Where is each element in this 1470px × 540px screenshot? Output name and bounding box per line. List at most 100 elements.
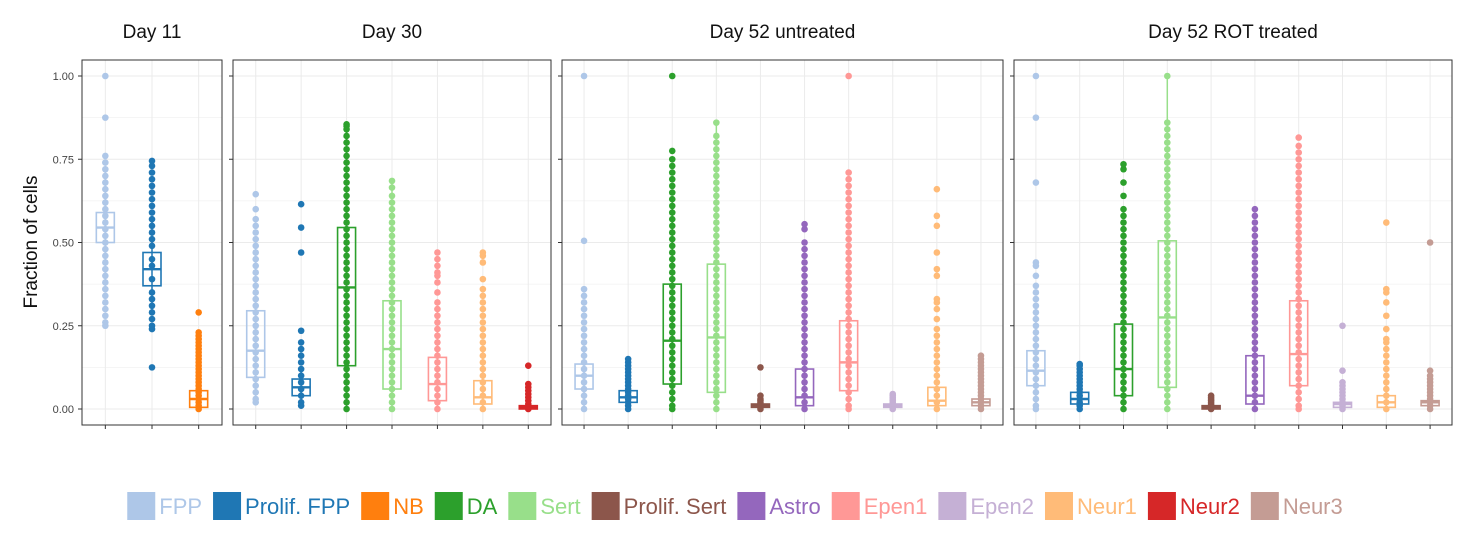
data-point xyxy=(801,352,808,360)
data-point xyxy=(1295,289,1302,296)
data-point xyxy=(102,252,109,260)
data-point xyxy=(1251,259,1259,266)
data-point xyxy=(713,365,720,373)
data-point xyxy=(1251,359,1259,366)
data-point xyxy=(713,399,720,406)
data-point xyxy=(713,225,720,233)
data-point xyxy=(388,184,396,191)
data-point xyxy=(801,225,808,233)
data-point xyxy=(343,165,350,173)
data-point xyxy=(845,269,852,276)
data-point xyxy=(434,332,441,340)
data-point xyxy=(343,252,350,260)
data-point xyxy=(845,195,852,203)
data-point xyxy=(479,385,487,393)
box-da xyxy=(662,72,683,413)
data-point xyxy=(845,349,852,356)
data-point xyxy=(343,352,350,360)
data-point xyxy=(668,189,676,196)
data-point xyxy=(343,132,350,140)
data-point xyxy=(845,302,852,310)
data-point xyxy=(343,385,350,393)
data-point xyxy=(845,369,852,376)
data-point xyxy=(252,190,260,198)
data-point xyxy=(1295,262,1302,270)
data-point xyxy=(252,382,260,389)
data-point xyxy=(252,249,260,256)
data-point xyxy=(713,179,720,186)
data-point xyxy=(434,345,441,353)
data-point xyxy=(801,220,808,228)
data-point xyxy=(713,359,720,366)
data-point xyxy=(1164,272,1171,280)
data-point xyxy=(1164,185,1171,193)
data-point xyxy=(102,185,109,193)
data-point xyxy=(479,405,487,413)
data-point xyxy=(1032,295,1040,303)
box-neur1 xyxy=(473,249,493,413)
data-point xyxy=(801,359,808,366)
data-point xyxy=(252,302,260,310)
data-point xyxy=(102,285,109,293)
data-point xyxy=(801,405,808,413)
facet-panels: Day 11 0.00 0.25 0.50 0.75 1.00 Day 30 Day 52 u… xyxy=(53,22,1453,429)
data-point xyxy=(713,252,720,260)
data-point xyxy=(580,332,588,340)
data-point xyxy=(845,235,852,243)
data-point xyxy=(1251,265,1259,273)
data-point xyxy=(933,339,941,346)
data-point xyxy=(1251,239,1259,246)
box-prolif_sert xyxy=(750,364,771,413)
data-point xyxy=(580,237,588,245)
data-point xyxy=(297,365,305,373)
data-point xyxy=(1295,202,1302,210)
legend-label: Neur3 xyxy=(1283,494,1343,519)
data-point xyxy=(1164,339,1171,346)
data-point xyxy=(102,172,109,180)
data-point xyxy=(1383,352,1390,360)
data-point xyxy=(801,272,808,280)
data-point xyxy=(668,342,676,350)
data-point xyxy=(388,332,396,340)
data-point xyxy=(713,139,720,146)
data-point xyxy=(148,229,156,236)
data-point xyxy=(343,219,350,226)
data-point xyxy=(102,199,109,206)
panel-title: Day 52 untreated xyxy=(710,22,856,43)
data-point xyxy=(343,239,350,246)
data-point xyxy=(434,319,441,326)
data-point xyxy=(343,299,350,306)
data-point xyxy=(801,285,808,293)
data-point xyxy=(580,399,588,406)
data-point xyxy=(668,255,676,263)
data-point xyxy=(845,262,852,270)
data-point xyxy=(297,249,305,256)
data-point xyxy=(388,212,396,220)
data-point xyxy=(148,242,156,250)
data-point xyxy=(1383,365,1390,373)
data-point xyxy=(1295,209,1302,216)
box-epen1 xyxy=(838,72,859,413)
data-point xyxy=(713,172,720,180)
data-point xyxy=(1251,272,1259,280)
data-point xyxy=(1032,375,1040,383)
data-point xyxy=(801,299,808,306)
data-point xyxy=(845,395,852,403)
data-point xyxy=(388,279,396,286)
data-point xyxy=(845,182,852,190)
box xyxy=(1026,349,1046,387)
data-point xyxy=(388,192,396,200)
data-point xyxy=(297,352,305,360)
data-point xyxy=(479,359,487,366)
data-point xyxy=(102,312,109,320)
data-point xyxy=(845,209,852,216)
data-point xyxy=(580,319,588,326)
legend-label: Neur2 xyxy=(1180,494,1240,519)
legend-label: Prolif. Sert xyxy=(624,494,727,519)
data-point xyxy=(434,325,441,333)
data-point xyxy=(1295,315,1302,323)
data-point xyxy=(1383,312,1390,320)
data-point xyxy=(388,199,396,206)
y-axis-title: Fraction of cells xyxy=(21,175,42,308)
data-point xyxy=(434,339,441,346)
